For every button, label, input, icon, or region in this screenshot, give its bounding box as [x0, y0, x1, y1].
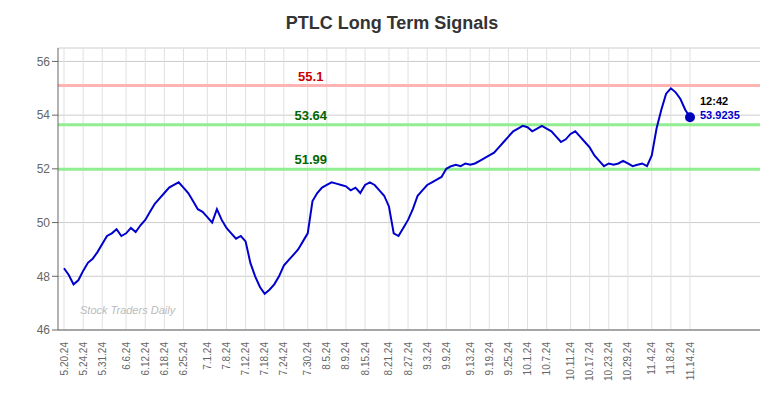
svg-text:51.99: 51.99: [294, 152, 327, 167]
svg-text:8.15.24: 8.15.24: [360, 342, 371, 376]
svg-text:9.19.24: 9.19.24: [484, 342, 495, 376]
svg-text:8.21.24: 8.21.24: [383, 342, 394, 376]
svg-text:7.30.24: 7.30.24: [302, 342, 313, 376]
svg-text:53.9235: 53.9235: [700, 109, 740, 121]
svg-text:6.12.24: 6.12.24: [140, 342, 151, 376]
svg-text:10.1.24: 10.1.24: [522, 342, 533, 376]
html-text:Stock Traders Daily: Stock Traders Daily: [80, 304, 176, 316]
svg-text:11.4.24: 11.4.24: [646, 342, 657, 375]
svg-text:11.14.24: 11.14.24: [685, 342, 696, 381]
svg-text:5.24.24: 5.24.24: [78, 342, 89, 376]
svg-text:6.6.24: 6.6.24: [121, 342, 132, 370]
svg-text:9.13.24: 9.13.24: [465, 342, 476, 376]
svg-text:8.27.24: 8.27.24: [403, 342, 414, 376]
svg-text:10.7.24: 10.7.24: [541, 342, 552, 376]
svg-text:50: 50: [37, 216, 51, 230]
svg-text:56: 56: [37, 55, 51, 69]
svg-text:48: 48: [37, 270, 51, 284]
svg-text:10.29.24: 10.29.24: [622, 342, 633, 381]
svg-text:7.1.24: 7.1.24: [202, 342, 213, 370]
svg-text:9.3.24: 9.3.24: [422, 342, 433, 370]
svg-text:9.25.24: 9.25.24: [503, 342, 514, 376]
svg-text:10.17.24: 10.17.24: [584, 342, 595, 381]
svg-text:7.24.24: 7.24.24: [278, 342, 289, 376]
svg-text:52: 52: [37, 162, 51, 176]
svg-text:12:42: 12:42: [700, 95, 728, 107]
svg-text:55.1: 55.1: [298, 69, 323, 84]
html-text:PTLC Long Term Signals: PTLC Long Term Signals: [285, 13, 499, 33]
svg-text:10.23.24: 10.23.24: [603, 342, 614, 381]
svg-text:7.8.24: 7.8.24: [221, 342, 232, 370]
svg-text:53.64: 53.64: [294, 108, 327, 123]
svg-text:46: 46: [37, 323, 51, 337]
svg-text:8.5.24: 8.5.24: [321, 342, 332, 370]
svg-text:8.9.24: 8.9.24: [340, 342, 351, 370]
svg-text:7.18.24: 7.18.24: [259, 342, 270, 376]
svg-text:7.12.24: 7.12.24: [240, 342, 251, 376]
svg-text:9.9.24: 9.9.24: [441, 342, 452, 370]
svg-text:11.8.24: 11.8.24: [665, 342, 676, 375]
svg-text:5.20.24: 5.20.24: [59, 342, 70, 376]
svg-text:10.11.24: 10.11.24: [565, 342, 576, 381]
svg-text:6.18.24: 6.18.24: [159, 342, 170, 376]
svg-text:5.31.24: 5.31.24: [97, 342, 108, 376]
svg-text:54: 54: [37, 108, 51, 122]
svg-text:6.25.24: 6.25.24: [178, 342, 189, 376]
